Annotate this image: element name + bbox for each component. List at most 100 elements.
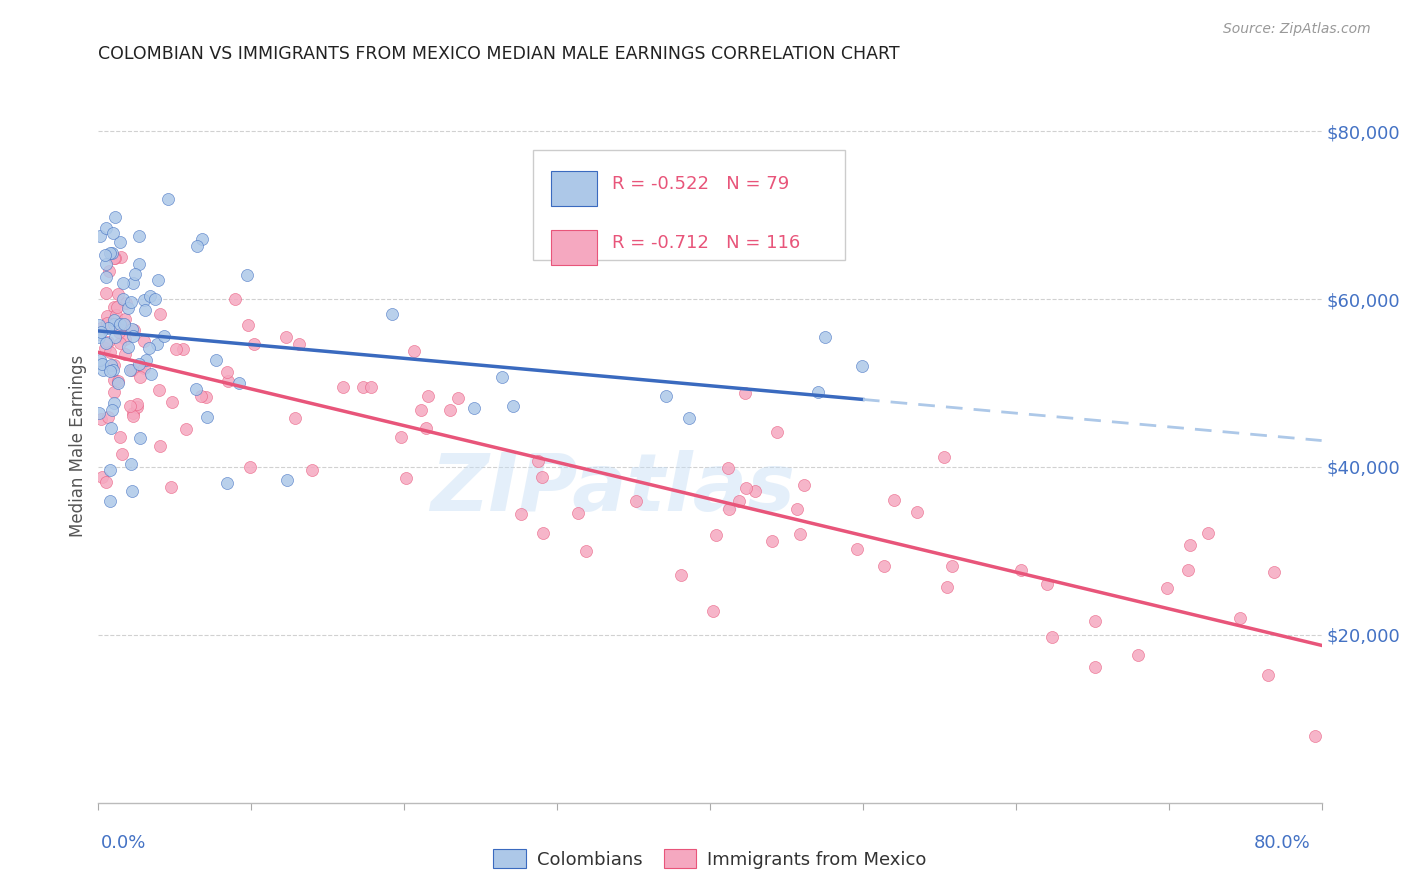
Point xyxy=(447,391,470,405)
Point xyxy=(97,410,120,425)
Bar xyxy=(551,230,598,265)
Point xyxy=(1197,526,1219,541)
Point xyxy=(110,250,132,264)
Point xyxy=(1263,566,1285,580)
Point xyxy=(215,365,238,379)
Point xyxy=(122,409,145,423)
Point xyxy=(111,277,134,291)
Point xyxy=(89,327,111,342)
Point xyxy=(111,448,134,462)
FancyBboxPatch shape xyxy=(533,150,845,260)
Point xyxy=(1305,729,1327,743)
Point xyxy=(761,534,783,549)
Point xyxy=(121,484,143,499)
Point xyxy=(94,341,117,355)
Point xyxy=(194,390,217,404)
Point xyxy=(128,357,150,371)
Point xyxy=(122,329,145,343)
Point xyxy=(873,559,896,574)
Point xyxy=(121,406,143,420)
Point xyxy=(97,320,120,334)
Point xyxy=(934,450,956,465)
Point xyxy=(121,363,143,377)
Point xyxy=(531,526,554,541)
Point xyxy=(100,358,122,372)
Text: 0.0%: 0.0% xyxy=(101,834,146,852)
Point xyxy=(100,403,122,417)
Text: Source: ZipAtlas.com: Source: ZipAtlas.com xyxy=(1223,22,1371,37)
Point xyxy=(191,232,214,246)
Point xyxy=(1229,611,1251,625)
Point xyxy=(110,235,132,249)
Point xyxy=(128,257,150,271)
Point xyxy=(101,246,124,260)
Point xyxy=(94,257,117,271)
Point xyxy=(117,340,139,354)
Point xyxy=(110,317,132,331)
Point xyxy=(139,367,162,381)
Point xyxy=(117,301,139,316)
Point xyxy=(186,239,208,253)
Point xyxy=(108,325,131,339)
Point xyxy=(89,406,111,420)
Point xyxy=(905,505,928,519)
Point xyxy=(103,373,125,387)
Point xyxy=(128,359,150,373)
Point xyxy=(146,273,169,287)
Point xyxy=(114,332,136,346)
Point xyxy=(149,307,172,321)
Point xyxy=(112,318,135,332)
Point xyxy=(98,364,121,378)
Point xyxy=(104,252,127,266)
Point xyxy=(107,376,129,390)
Point xyxy=(149,439,172,453)
Point xyxy=(129,431,152,445)
Point xyxy=(108,336,131,351)
Point xyxy=(228,376,250,390)
Point xyxy=(718,502,741,516)
Point xyxy=(416,389,439,403)
Point xyxy=(143,293,166,307)
Point xyxy=(1180,538,1202,552)
Point xyxy=(118,362,141,376)
Point xyxy=(115,296,138,310)
Point xyxy=(509,508,531,522)
Point xyxy=(91,362,114,376)
Legend: Colombians, Immigrants from Mexico: Colombians, Immigrants from Mexico xyxy=(486,842,934,876)
Point xyxy=(1084,660,1107,674)
Point xyxy=(103,363,125,377)
Point xyxy=(174,422,197,436)
Text: R = -0.522   N = 79: R = -0.522 N = 79 xyxy=(612,175,789,193)
Point xyxy=(145,336,167,351)
Point xyxy=(96,316,118,330)
Point xyxy=(332,380,354,394)
Point xyxy=(122,323,145,337)
Point xyxy=(152,329,174,343)
Point xyxy=(352,380,374,394)
Point xyxy=(381,307,404,321)
Point xyxy=(103,358,125,372)
Point xyxy=(846,542,869,557)
Point xyxy=(883,492,905,507)
Point xyxy=(90,469,112,483)
Point xyxy=(103,313,125,327)
Point xyxy=(172,342,194,356)
Point xyxy=(105,300,128,314)
Point xyxy=(728,494,751,508)
Point xyxy=(118,399,141,413)
Point xyxy=(90,412,112,426)
Point xyxy=(1156,581,1178,595)
Point xyxy=(89,229,111,244)
Point xyxy=(284,410,307,425)
Point xyxy=(360,379,382,393)
Text: ZIPatlas: ZIPatlas xyxy=(430,450,794,528)
Point xyxy=(121,322,143,336)
Point xyxy=(100,421,122,435)
Point xyxy=(1010,563,1032,577)
Point xyxy=(156,192,179,206)
Point xyxy=(90,321,112,335)
Point xyxy=(1036,576,1059,591)
Point xyxy=(94,248,117,262)
Point xyxy=(655,389,678,403)
Point xyxy=(395,471,418,485)
